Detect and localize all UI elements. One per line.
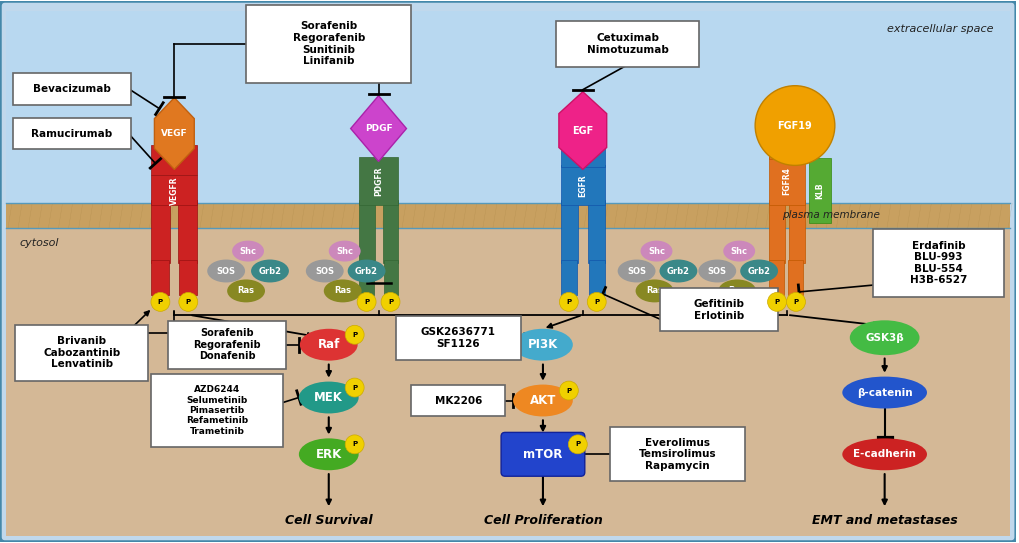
Text: P: P xyxy=(594,299,599,305)
Bar xyxy=(6,203,1009,228)
Text: Ras: Ras xyxy=(645,286,662,295)
Bar xyxy=(560,260,577,295)
Ellipse shape xyxy=(299,438,359,470)
Bar xyxy=(151,146,197,175)
Ellipse shape xyxy=(513,384,573,416)
Bar xyxy=(789,200,804,263)
FancyBboxPatch shape xyxy=(151,374,282,447)
Text: plasma membrane: plasma membrane xyxy=(782,210,879,220)
Text: P: P xyxy=(352,441,357,447)
Text: Ras: Ras xyxy=(237,286,255,295)
Bar xyxy=(587,200,604,263)
Text: P: P xyxy=(387,299,392,305)
Text: Shc: Shc xyxy=(647,247,664,256)
Ellipse shape xyxy=(207,260,245,282)
Text: Cell Proliferation: Cell Proliferation xyxy=(483,514,602,527)
Text: ERK: ERK xyxy=(315,448,341,461)
Text: P: P xyxy=(364,299,369,305)
Bar xyxy=(768,137,804,160)
Text: Grb2: Grb2 xyxy=(258,267,281,275)
Text: Cetuximab
Nimotuzumab: Cetuximab Nimotuzumab xyxy=(586,33,667,55)
Text: FGFR4: FGFR4 xyxy=(782,167,791,195)
Circle shape xyxy=(178,293,198,311)
Ellipse shape xyxy=(306,260,343,282)
Ellipse shape xyxy=(842,377,926,408)
Ellipse shape xyxy=(722,241,754,262)
Text: GSK2636771
SF1126: GSK2636771 SF1126 xyxy=(421,327,495,349)
Ellipse shape xyxy=(842,438,926,470)
Bar xyxy=(179,260,197,295)
Ellipse shape xyxy=(740,260,777,282)
Text: EMT and metastases: EMT and metastases xyxy=(811,514,957,527)
Circle shape xyxy=(381,293,399,311)
Polygon shape xyxy=(351,96,406,161)
Text: GSK3β: GSK3β xyxy=(864,333,903,343)
Text: KLB: KLB xyxy=(814,182,823,199)
Ellipse shape xyxy=(323,280,362,302)
Text: P: P xyxy=(793,299,798,305)
Bar xyxy=(6,11,1009,203)
FancyBboxPatch shape xyxy=(15,325,149,381)
FancyBboxPatch shape xyxy=(411,384,504,416)
Text: Erdafinib
BLU-993
BLU-554
H3B-6527: Erdafinib BLU-993 BLU-554 H3B-6527 xyxy=(909,241,966,286)
Polygon shape xyxy=(154,98,194,169)
Bar xyxy=(359,157,398,205)
FancyBboxPatch shape xyxy=(246,5,411,83)
Bar xyxy=(151,260,169,295)
Text: Shc: Shc xyxy=(336,247,353,256)
Ellipse shape xyxy=(640,241,672,262)
Text: Gefitinib
Erlotinib: Gefitinib Erlotinib xyxy=(693,299,744,321)
Text: cytosol: cytosol xyxy=(20,238,59,248)
Text: P: P xyxy=(566,299,571,305)
Text: extracellular space: extracellular space xyxy=(886,24,993,34)
Bar xyxy=(768,157,804,205)
Text: Shc: Shc xyxy=(239,247,257,256)
Ellipse shape xyxy=(227,280,265,302)
Text: VEGFR: VEGFR xyxy=(170,176,178,205)
Ellipse shape xyxy=(347,260,385,282)
Text: SOS: SOS xyxy=(315,267,334,275)
Ellipse shape xyxy=(659,260,697,282)
Text: β-catenin: β-catenin xyxy=(856,388,912,397)
Text: VEGF: VEGF xyxy=(161,129,187,138)
Circle shape xyxy=(786,293,805,311)
Bar xyxy=(560,146,604,167)
Circle shape xyxy=(344,435,364,454)
Circle shape xyxy=(767,293,786,311)
Ellipse shape xyxy=(513,329,573,361)
FancyBboxPatch shape xyxy=(609,427,745,481)
Text: PDGFR: PDGFR xyxy=(374,167,383,196)
Text: Bevacizumab: Bevacizumab xyxy=(33,84,110,94)
FancyBboxPatch shape xyxy=(500,432,584,476)
Circle shape xyxy=(558,293,578,311)
Bar xyxy=(808,159,830,223)
Text: Sorafenib
Regorafenib
Donafenib: Sorafenib Regorafenib Donafenib xyxy=(194,328,261,361)
Circle shape xyxy=(587,293,605,311)
Text: AKT: AKT xyxy=(529,394,555,407)
Bar xyxy=(788,260,802,295)
Text: P: P xyxy=(352,332,357,338)
Text: Grb2: Grb2 xyxy=(747,267,770,275)
Text: P: P xyxy=(185,299,191,305)
Text: Raf: Raf xyxy=(317,338,339,351)
Ellipse shape xyxy=(251,260,288,282)
Text: SOS: SOS xyxy=(216,267,235,275)
Text: EGF: EGF xyxy=(572,125,593,136)
FancyBboxPatch shape xyxy=(13,73,130,105)
Text: SOS: SOS xyxy=(707,267,727,275)
Text: Shc: Shc xyxy=(730,247,747,256)
Text: PDGF: PDGF xyxy=(365,124,392,133)
Ellipse shape xyxy=(635,280,673,302)
FancyBboxPatch shape xyxy=(168,321,285,369)
Bar xyxy=(178,200,197,263)
Bar xyxy=(768,200,785,263)
Text: Everolimus
Temsirolimus
Rapamycin: Everolimus Temsirolimus Rapamycin xyxy=(638,438,715,471)
FancyBboxPatch shape xyxy=(555,21,699,67)
Text: AZD6244
Selumetinib
Pimasertib
Refametinib
Trametinib: AZD6244 Selumetinib Pimasertib Refametin… xyxy=(185,385,248,436)
FancyBboxPatch shape xyxy=(872,229,1003,297)
Bar xyxy=(382,200,398,263)
Circle shape xyxy=(344,378,364,397)
Text: MK2206: MK2206 xyxy=(434,395,482,406)
Ellipse shape xyxy=(232,241,264,262)
